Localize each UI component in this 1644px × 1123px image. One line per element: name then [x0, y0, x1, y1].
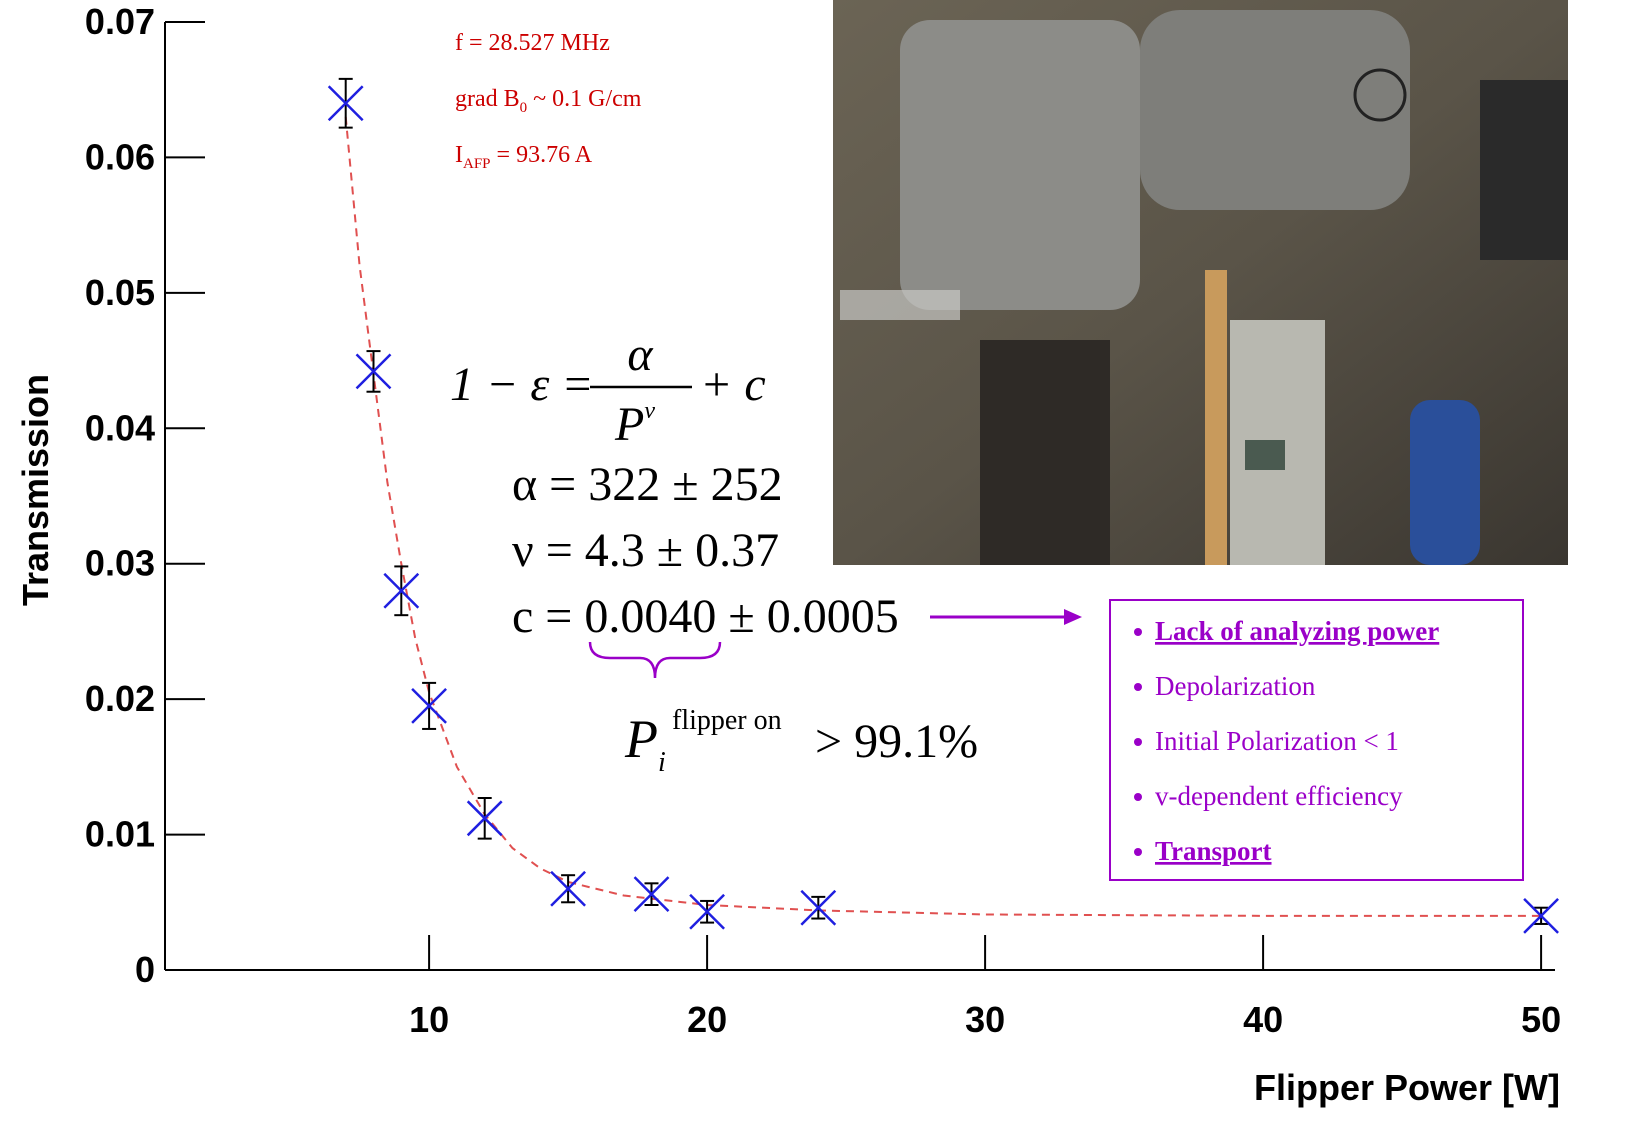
annotation: f = 28.527 MHz [455, 30, 610, 56]
marker [689, 893, 725, 930]
bullet [1134, 738, 1142, 746]
pol-sub: i [658, 747, 666, 778]
x-tick-label: 20 [687, 999, 727, 1040]
marker [800, 889, 837, 926]
fit-curve [344, 116, 1542, 917]
data-point [327, 77, 364, 129]
cause-item: Depolarization [1155, 671, 1316, 701]
fit-parameter: c = 0.0040 ± 0.0005 [512, 590, 899, 643]
formula-den-sup: ν [644, 398, 655, 424]
arrow-head [1064, 609, 1082, 625]
x-tick-label: 50 [1521, 999, 1561, 1040]
marker [633, 876, 670, 913]
formula-rhs: + c [700, 358, 766, 411]
cause-item: Initial Polarization < 1 [1155, 726, 1399, 756]
brace [588, 641, 722, 679]
data-point [800, 889, 837, 926]
x-tick-label: 40 [1243, 999, 1283, 1040]
y-tick-label: 0.07 [85, 1, 155, 42]
annotation: IAFP = 93.76 A [455, 142, 593, 172]
fit-parameter: α = 322 ± 252 [512, 458, 783, 511]
formula-den: Pν [614, 398, 655, 451]
cause-box [1109, 599, 1524, 881]
data-point [1523, 897, 1559, 934]
cause-item: v-dependent efficiency [1155, 781, 1403, 811]
cause-item: Lack of analyzing power [1155, 616, 1439, 646]
annotation-part: = 93.76 A [491, 142, 593, 168]
y-tick-label: 0.02 [85, 678, 155, 719]
marker [383, 572, 420, 609]
y-axis-title: Transmission [15, 374, 56, 606]
data-point [689, 893, 725, 930]
pol-symbol: P [624, 709, 658, 769]
data-point [383, 565, 420, 617]
marker [411, 688, 447, 724]
data-point [466, 797, 503, 840]
annotation-part: grad B [455, 86, 520, 112]
annotation: grad B0 ~ 0.1 G/cm [455, 86, 642, 116]
pol-rest: > 99.1% [815, 715, 978, 768]
bullet [1134, 628, 1142, 636]
y-tick-label: 0.01 [85, 814, 155, 855]
bullet [1134, 683, 1142, 691]
annotation-part: AFP [463, 156, 491, 172]
formula-den-base: P [614, 398, 644, 451]
data-point [550, 870, 586, 907]
fit-parameter: ν = 4.3 ± 0.37 [512, 524, 779, 577]
formula-lhs: 1 − ε = [450, 358, 594, 411]
annotation-part: 0 [520, 100, 528, 116]
marker [1523, 897, 1559, 934]
y-tick-label: 0.03 [85, 543, 155, 584]
bullet [1134, 793, 1142, 801]
data-point [355, 350, 392, 393]
annotation-part: I [455, 142, 463, 168]
marker [550, 870, 586, 907]
polarization: Piflipper on > 99.1% [624, 705, 978, 778]
bullet [1134, 848, 1142, 856]
x-tick-label: 30 [965, 999, 1005, 1040]
formula-num: α [627, 328, 653, 381]
annotation-part: f = 28.527 MHz [455, 30, 610, 56]
cause-item: Transport [1155, 836, 1272, 866]
y-tick-label: 0.04 [85, 407, 155, 448]
x-axis-title: Flipper Power [W] [1254, 1067, 1560, 1108]
marker [327, 85, 364, 122]
x-tick-label: 10 [409, 999, 449, 1040]
photo [833, 0, 1568, 565]
pol-sup: flipper on [672, 705, 782, 736]
data-point [633, 876, 670, 913]
y-tick-label: 0 [135, 949, 155, 990]
marker [355, 353, 392, 390]
data-point [411, 681, 447, 730]
annotation-part: ~ 0.1 G/cm [527, 86, 642, 112]
y-tick-label: 0.06 [85, 136, 155, 177]
marker [466, 800, 503, 837]
y-tick-label: 0.05 [85, 272, 155, 313]
